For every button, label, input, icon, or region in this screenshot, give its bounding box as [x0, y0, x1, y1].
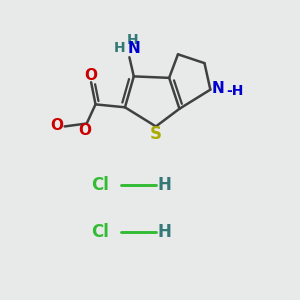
- Text: H: H: [113, 41, 125, 56]
- Text: O: O: [85, 68, 98, 83]
- Text: -H: -H: [226, 84, 244, 98]
- Text: H: H: [158, 176, 172, 194]
- Text: O: O: [79, 123, 92, 138]
- Text: H: H: [127, 33, 138, 46]
- Text: N: N: [128, 41, 141, 56]
- Text: H: H: [158, 224, 172, 242]
- Text: O: O: [50, 118, 63, 134]
- Text: S: S: [150, 125, 162, 143]
- Text: N: N: [212, 81, 225, 96]
- Text: Cl: Cl: [91, 224, 109, 242]
- Text: Cl: Cl: [91, 176, 109, 194]
